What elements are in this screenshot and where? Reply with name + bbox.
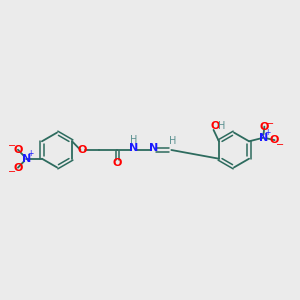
Text: −: − [266, 118, 274, 129]
Text: O: O [112, 158, 122, 168]
Text: H: H [130, 135, 138, 146]
Text: −: − [8, 141, 16, 151]
Text: O: O [13, 145, 22, 155]
Text: −: − [276, 140, 284, 150]
Text: O: O [78, 145, 87, 155]
Text: O: O [270, 135, 279, 145]
Text: N: N [22, 154, 31, 164]
Text: O: O [210, 121, 219, 131]
Text: O: O [260, 122, 269, 132]
Text: −: − [8, 167, 16, 177]
Text: N: N [129, 143, 139, 153]
Text: N: N [259, 133, 268, 143]
Text: H: H [218, 121, 225, 131]
Text: N: N [149, 143, 158, 153]
Text: H: H [169, 136, 177, 146]
Text: +: + [264, 128, 270, 137]
Text: +: + [27, 149, 33, 158]
Text: O: O [13, 163, 22, 173]
